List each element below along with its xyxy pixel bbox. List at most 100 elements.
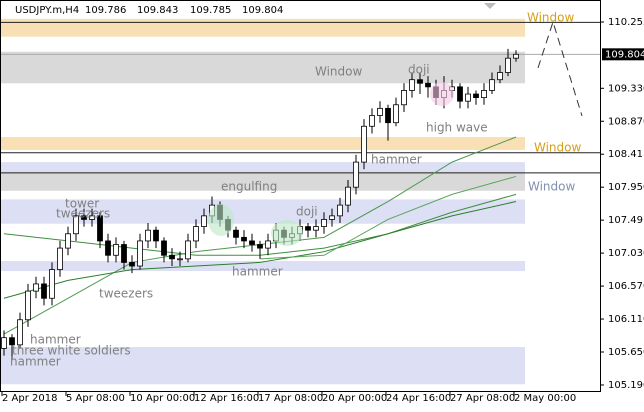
annotation: engulfing xyxy=(221,180,277,194)
x-tick-label: 10 Apr 00:00 xyxy=(130,393,195,404)
candle-body xyxy=(57,247,63,270)
x-tick-label: 2 Apr 2018 xyxy=(2,393,57,404)
y-tick-label: 109.330 xyxy=(608,83,644,94)
y-tick-label: 110.255 xyxy=(608,17,644,28)
highlight xyxy=(271,220,303,246)
zone xyxy=(1,51,525,84)
highlight xyxy=(208,204,234,236)
price-box xyxy=(602,48,644,61)
x-tick-label: 24 Apr 16:00 xyxy=(386,393,451,404)
candle-body xyxy=(305,226,311,231)
candle-body xyxy=(41,283,47,299)
candle-body xyxy=(113,244,119,256)
x-tick-label: 2 May 00:00 xyxy=(514,393,576,404)
candle-body xyxy=(257,244,263,249)
y-tick-label: 106.110 xyxy=(608,314,644,325)
price-box-label: 109.804 xyxy=(605,49,644,60)
y-tick-label: 105.650 xyxy=(608,347,644,358)
candle-body xyxy=(473,93,479,99)
annotation: hammer xyxy=(10,355,61,369)
candle-body xyxy=(161,240,167,256)
candle-body xyxy=(17,319,23,346)
candle-body xyxy=(233,229,239,238)
candle-body xyxy=(129,262,135,267)
candle-body xyxy=(385,107,391,124)
x-tick-label: 27 Apr 08:00 xyxy=(450,393,515,404)
candle-body xyxy=(401,90,407,106)
candle-body xyxy=(73,215,79,235)
candle-body xyxy=(241,236,247,242)
candle-body xyxy=(457,86,463,102)
candle-body xyxy=(465,93,471,102)
candle-body xyxy=(361,125,367,163)
candle-body xyxy=(513,53,519,59)
candle-body xyxy=(337,204,343,217)
annotation: hammer xyxy=(30,333,81,347)
candle-body xyxy=(377,107,383,116)
candle-body xyxy=(137,240,143,267)
annotation: high wave xyxy=(426,121,488,135)
zone xyxy=(1,18,525,37)
y-tick-label: 105.190 xyxy=(608,380,644,391)
candle-body xyxy=(505,57,511,73)
candle-body xyxy=(321,219,327,228)
y-tick-label: 106.570 xyxy=(608,281,644,292)
plot-border xyxy=(0,0,601,392)
candle-body xyxy=(169,254,175,260)
candle-body xyxy=(393,104,399,124)
candle-body xyxy=(417,79,423,84)
annotation: tweezers xyxy=(56,207,110,221)
candle-body xyxy=(497,72,503,81)
zone xyxy=(1,171,525,191)
y-tick-label: 108.41 xyxy=(608,149,643,160)
candle-body xyxy=(193,226,199,242)
candle-body xyxy=(185,240,191,260)
annotation: three white soldiers xyxy=(12,344,131,358)
candle-body xyxy=(33,283,39,292)
annotation: Window xyxy=(528,180,576,194)
candle-body xyxy=(345,186,351,206)
y-tick-label: 108.870 xyxy=(608,116,644,127)
header-high: 109.843 xyxy=(137,5,178,16)
candle-body xyxy=(81,215,87,220)
shift-marker xyxy=(484,3,496,9)
candle-body xyxy=(369,115,375,127)
zone xyxy=(1,162,525,172)
y-tick-label: 107.950 xyxy=(608,182,644,193)
x-tick-label: 12 Apr 16:00 xyxy=(194,393,259,404)
annotation: Window xyxy=(534,141,582,155)
x-tick-label: 20 Apr 00:00 xyxy=(322,393,387,404)
annotation: Window xyxy=(527,11,575,25)
moving-average xyxy=(259,175,517,260)
candle-body xyxy=(97,215,103,242)
candle-body xyxy=(105,240,111,256)
header-close: 109.804 xyxy=(242,5,283,16)
candle-body xyxy=(9,337,15,346)
moving-average xyxy=(3,201,517,299)
candle-body xyxy=(329,215,335,220)
annotation: tower xyxy=(65,197,99,211)
highlight xyxy=(430,82,454,106)
candle-body xyxy=(65,233,71,249)
candle-body xyxy=(489,79,495,91)
zones xyxy=(1,18,525,385)
annotation: Window xyxy=(315,65,363,79)
candle-body xyxy=(353,161,359,188)
x-tick-label: 17 Apr 08:00 xyxy=(258,393,323,404)
candle-body xyxy=(1,337,7,349)
annotation: doji xyxy=(408,63,430,77)
header-low: 109.785 xyxy=(190,5,231,16)
candle-body xyxy=(425,82,431,88)
annotation: tweezers xyxy=(99,287,153,301)
candle-body xyxy=(153,229,159,242)
zone xyxy=(1,137,525,150)
candle-body xyxy=(265,240,271,249)
candle-body xyxy=(177,258,183,261)
annotation: hammer xyxy=(232,265,283,279)
projection xyxy=(537,20,583,117)
header-open: 109.786 xyxy=(85,5,126,16)
candle-body xyxy=(409,79,415,91)
y-tick-label: 107.030 xyxy=(608,248,644,259)
candle-body xyxy=(145,229,151,242)
